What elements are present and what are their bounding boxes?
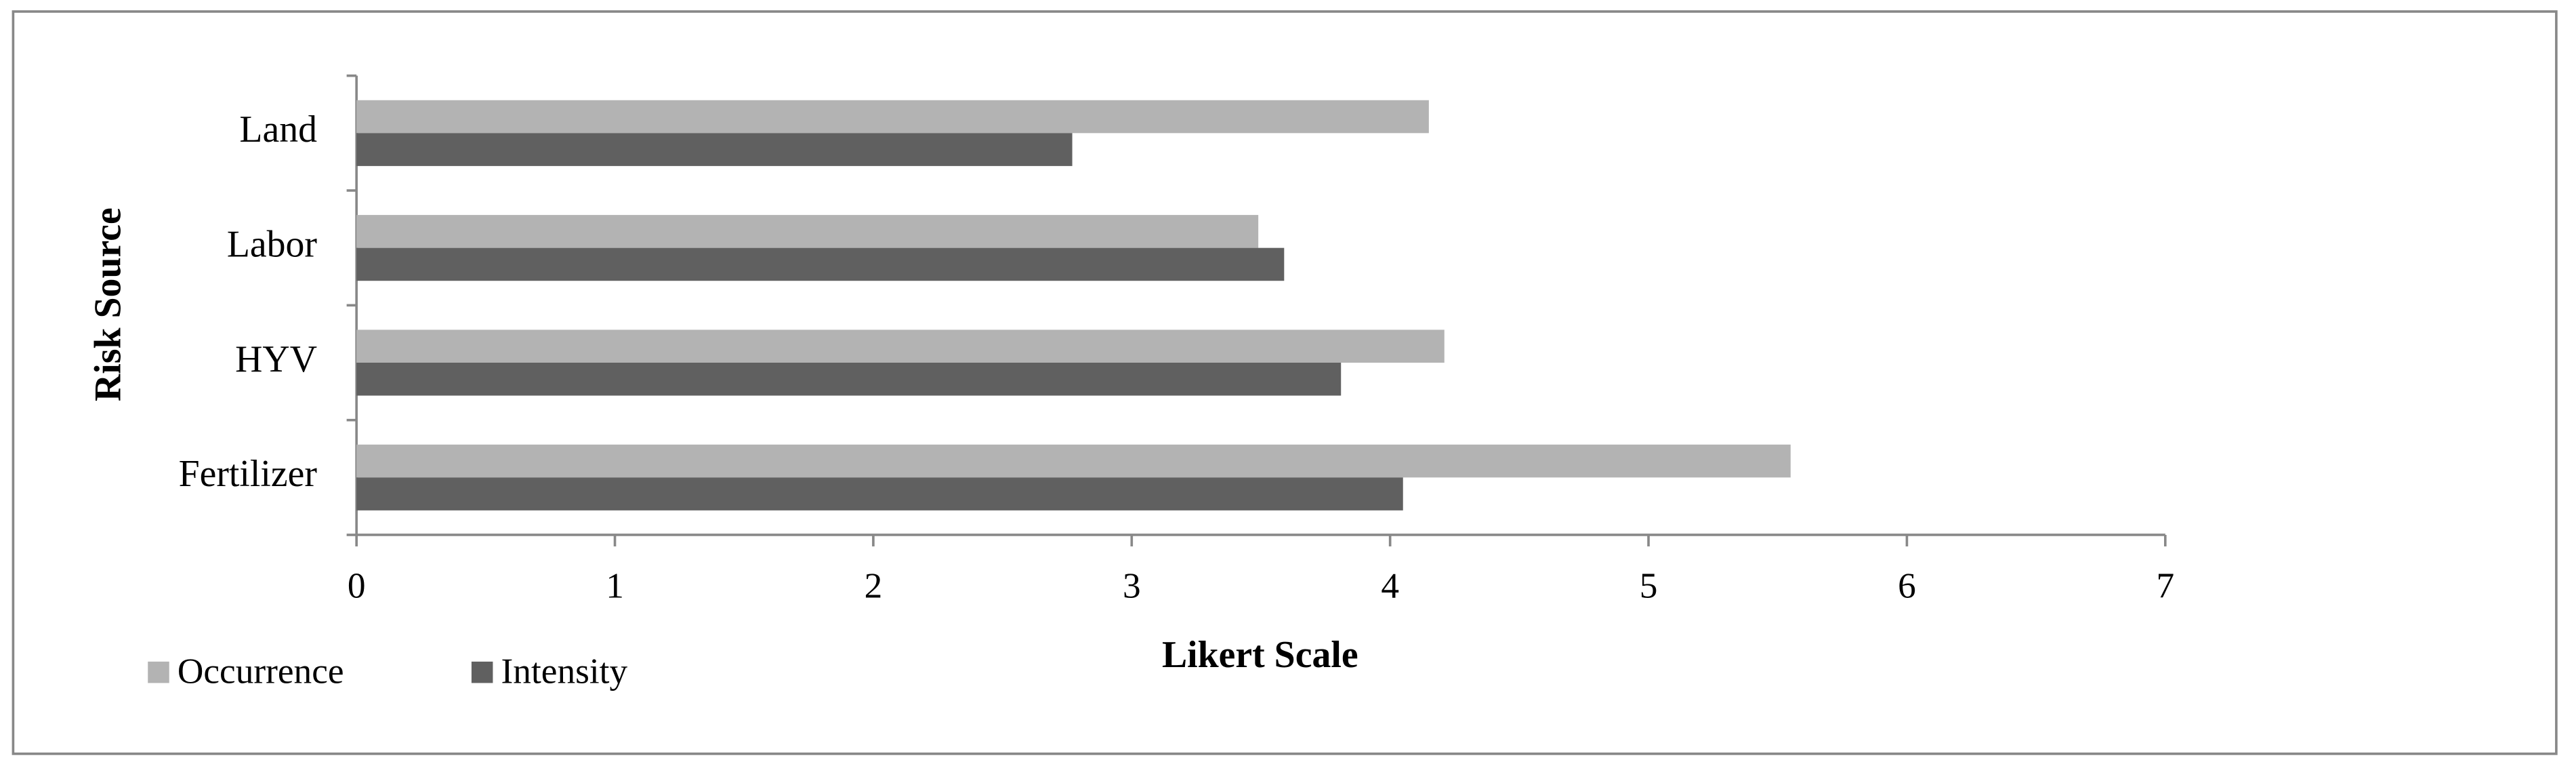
bar (356, 329, 1445, 363)
y-tick-label: Labor (227, 223, 318, 265)
x-tick-label: 0 (348, 565, 366, 605)
y-tick-label: HYV (235, 338, 317, 380)
legend-label: Occurrence (178, 651, 344, 691)
legend-swatch (148, 661, 169, 683)
x-tick-label: 2 (865, 565, 883, 605)
bar (356, 477, 1403, 510)
y-tick-label: Land (239, 108, 317, 151)
x-tick-label: 6 (1898, 565, 1916, 605)
bar (356, 133, 1073, 166)
x-tick-label: 1 (606, 565, 624, 605)
y-axis-label: Risk Source (87, 207, 129, 401)
x-tick-label: 3 (1123, 565, 1141, 605)
y-tick-label: Fertilizer (179, 453, 318, 495)
bar (356, 362, 1342, 396)
bar (356, 215, 1259, 248)
legend-label: Intensity (501, 651, 628, 691)
x-tick-label: 4 (1381, 565, 1399, 605)
bar (356, 444, 1791, 478)
x-tick-label: 7 (2156, 565, 2174, 605)
x-axis-label: Likert Scale (1162, 634, 1358, 676)
bar (356, 100, 1429, 134)
x-tick-label: 5 (1640, 565, 1658, 605)
bar (356, 247, 1285, 281)
legend-swatch (471, 661, 493, 683)
